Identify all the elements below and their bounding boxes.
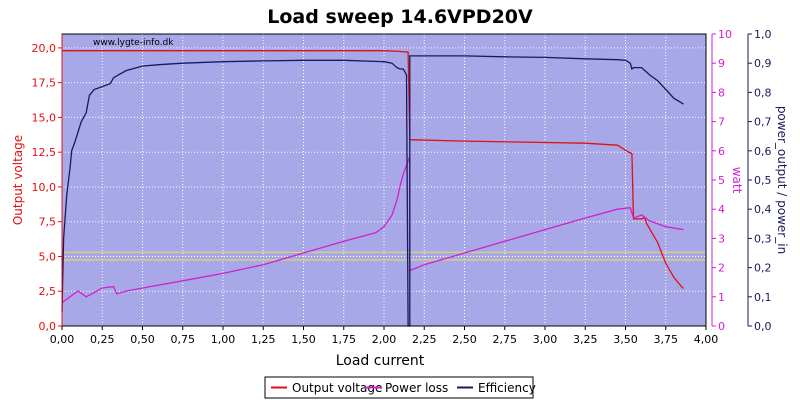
series-line-output-voltage bbox=[62, 50, 684, 289]
y-right-watt-tick-label: 10 bbox=[718, 28, 732, 41]
y-right-efficiency-tick-label: 0,7 bbox=[754, 116, 772, 129]
x-tick-label: 2,50 bbox=[452, 333, 477, 346]
watermark: www.lygte-info.dk bbox=[93, 38, 174, 48]
x-tick-label: 2,00 bbox=[372, 333, 397, 346]
y-right-watt-tick-label: 8 bbox=[718, 86, 725, 99]
y-left-tick-label: 0,0 bbox=[39, 320, 57, 333]
series-line-efficiency bbox=[61, 55, 684, 327]
x-tick-label: 1,75 bbox=[332, 333, 357, 346]
y-axis-right-efficiency-label: power_output / power_in bbox=[775, 106, 789, 254]
reference-lines bbox=[62, 251, 706, 261]
y-left-tick-label: 20,0 bbox=[32, 42, 57, 55]
plot-area bbox=[62, 34, 706, 326]
y-right-efficiency-tick-label: 0,4 bbox=[754, 203, 772, 216]
y-right-watt-tick-label: 9 bbox=[718, 57, 725, 70]
y-left-tick-label: 10,0 bbox=[32, 181, 57, 194]
y-right-efficiency-tick-label: 0,5 bbox=[754, 174, 772, 187]
y-left-tick-label: 17,5 bbox=[32, 77, 57, 90]
x-axis-label: Load current bbox=[336, 353, 425, 369]
y-right-watt-tick-label: 1 bbox=[718, 291, 725, 304]
x-tick-label: 3,75 bbox=[654, 333, 679, 346]
x-tick-label: 0,25 bbox=[90, 333, 115, 346]
y-axis-right-watt-label: watt bbox=[730, 167, 744, 194]
legend-box bbox=[264, 376, 534, 399]
y-right-watt-tick-label: 3 bbox=[718, 232, 725, 245]
x-tick-label: 1,50 bbox=[291, 333, 316, 346]
series-line-power-loss bbox=[61, 156, 684, 304]
y-right-efficiency-tick-label: 1,0 bbox=[754, 28, 772, 41]
data-series bbox=[61, 50, 684, 327]
y-right-efficiency-tick-label: 0,9 bbox=[754, 57, 772, 70]
y-right-watt-tick-label: 6 bbox=[718, 145, 725, 158]
legend-label-power-loss: Power loss bbox=[385, 381, 448, 395]
x-tick-label: 0,75 bbox=[171, 333, 196, 346]
y-right-efficiency-tick-label: 0,6 bbox=[754, 145, 772, 158]
y-left-tick-label: 5,0 bbox=[39, 250, 57, 263]
legend-label-output-voltage: Output voltage bbox=[292, 381, 382, 395]
y-right-watt-tick-label: 0 bbox=[718, 320, 725, 333]
x-tick-label: 3,50 bbox=[613, 333, 638, 346]
y-right-efficiency-tick-label: 0,8 bbox=[754, 86, 772, 99]
x-tick-label: 3,00 bbox=[533, 333, 558, 346]
x-tick-label: 1,25 bbox=[251, 333, 276, 346]
x-tick-label: 3,25 bbox=[573, 333, 598, 346]
y-right-watt-tick-label: 5 bbox=[718, 174, 725, 187]
y-right-efficiency-tick-label: 0,3 bbox=[754, 232, 772, 245]
y-axis-right-watt: 0 1 2 3 4 5 6 7 8 9 10 bbox=[711, 28, 732, 333]
x-axis: 0,00 0,25 0,50 0,75 1,00 1,25 1,50 1,75 2,00 2,25… bbox=[50, 326, 719, 346]
chart-title: Load sweep 14.6VPD20V bbox=[267, 6, 533, 28]
y-right-efficiency-tick-label: 0,1 bbox=[754, 291, 772, 304]
x-tick-label: 2,25 bbox=[412, 333, 437, 346]
y-left-tick-label: 12,5 bbox=[32, 146, 57, 159]
legend: Output voltage Power loss Efficiency bbox=[264, 376, 536, 399]
y-right-watt-tick-label: 4 bbox=[718, 203, 725, 216]
x-tick-label: 4,00 bbox=[694, 333, 719, 346]
y-left-tick-label: 2,5 bbox=[39, 285, 57, 298]
y-right-efficiency-tick-label: 0,0 bbox=[754, 320, 772, 333]
y-right-efficiency-tick-label: 0,2 bbox=[754, 262, 772, 275]
y-left-tick-label: 7,5 bbox=[39, 216, 57, 229]
y-axis-right-efficiency: 0,0 0,1 0,2 0,3 0,4 0,5 0,6 0,7 0,8 0,9 1,0 bbox=[747, 28, 772, 333]
y-axis-left-label: Output voltage bbox=[11, 135, 25, 225]
y-right-watt-tick-label: 2 bbox=[718, 262, 725, 275]
legend-label-efficiency: Efficiency bbox=[478, 381, 536, 395]
x-tick-label: 0,50 bbox=[130, 333, 155, 346]
y-left-tick-label: 15,0 bbox=[32, 111, 57, 124]
x-tick-label: 0,00 bbox=[50, 333, 75, 346]
x-tick-label: 1,00 bbox=[211, 333, 236, 346]
y-axis-left: 0,0 2,5 5,0 7,5 10,0 12,5 15,0 17,5 20,0 bbox=[32, 34, 63, 333]
x-tick-label: 2,75 bbox=[493, 333, 518, 346]
y-right-watt-tick-label: 7 bbox=[718, 116, 725, 129]
